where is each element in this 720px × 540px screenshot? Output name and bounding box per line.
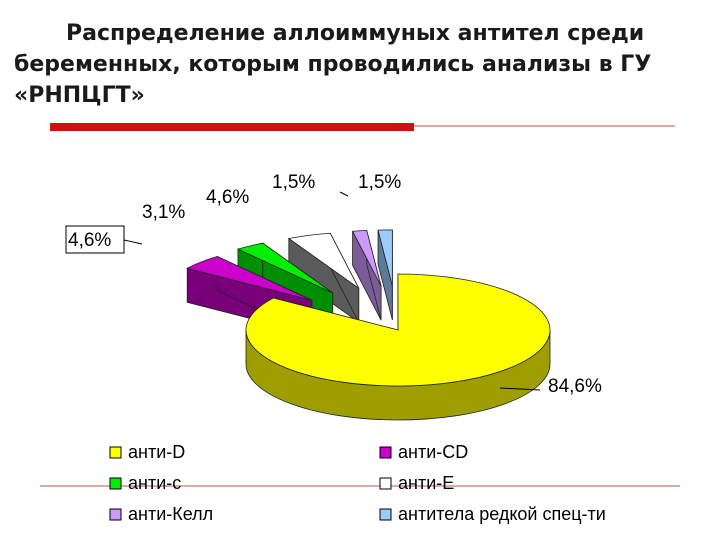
slice-top-face: [245, 273, 551, 387]
label-leader-line: [123, 239, 143, 245]
legend-swatch: [109, 446, 122, 459]
legend-swatch: [379, 446, 392, 459]
legend-item-анти-cd: анти-CD: [379, 442, 468, 462]
legend-swatch: [379, 508, 392, 521]
data-labels: 84,6% 4,6% 3,1% 4,6% 1,5% 1,5%: [65, 172, 602, 397]
slice-анти-келл: [351, 230, 382, 321]
legend-label: анти-CD: [398, 442, 468, 462]
title-line-3: «РНПЦГТ»: [14, 83, 145, 108]
slide-title: Распределение аллоиммуных антител среди …: [14, 18, 706, 111]
slice-top-face: [377, 229, 393, 286]
data-label-анти-cd: 4,6%: [68, 230, 111, 251]
legend-item-анти-келл: анти-Келл: [109, 504, 213, 524]
slice-антитела-редкой-спец-ти: [377, 229, 393, 320]
legend-item-анти-e: анти-E: [379, 473, 454, 493]
slice-top-face: [287, 232, 360, 289]
pie-slices: [186, 229, 551, 421]
legend-item-антитела-редкой-спец-ти: антитела редкой спец-ти: [379, 504, 606, 524]
legend-label: анти-D: [128, 442, 185, 462]
legend-label: анти-Келл: [128, 504, 213, 524]
slice-анти-d: [245, 273, 551, 421]
data-label-анти-келл: 1,5%: [272, 172, 315, 193]
slice-анти-e: [287, 232, 360, 323]
title-accent-bar: [50, 123, 414, 131]
label-leader-line: [499, 387, 541, 391]
data-label-анти-e: 4,6%: [206, 187, 249, 208]
legend-swatch: [109, 508, 122, 521]
slice-top-face: [186, 256, 313, 301]
data-label-анти-c: 3,1%: [142, 202, 185, 223]
slice-top-face: [351, 230, 382, 287]
title-line-1: Распределение аллоиммуных антител среди: [66, 21, 645, 46]
data-label-антитела-редкой-спец-ти: 1,5%: [358, 172, 401, 193]
legend-label: антитела редкой спец-ти: [398, 504, 606, 524]
legend-swatch: [109, 477, 122, 490]
title-line-2: беременных, которым проводились анализы …: [14, 52, 652, 77]
label-leader-line: [339, 191, 349, 197]
legend-label: анти-c: [128, 473, 181, 493]
data-label-анти-d: 84,6%: [548, 376, 602, 397]
chart-legend: анти-D анти-CD анти-c анти-E анти-Келл антите…: [109, 442, 606, 524]
slice-top-face: [236, 242, 333, 294]
data-label-box: [65, 225, 125, 254]
legend-item-анти-d: анти-D: [109, 442, 185, 462]
legend-swatch: [379, 477, 392, 490]
legend-item-анти-c: анти-c: [109, 473, 181, 493]
legend-label: анти-E: [398, 473, 454, 493]
